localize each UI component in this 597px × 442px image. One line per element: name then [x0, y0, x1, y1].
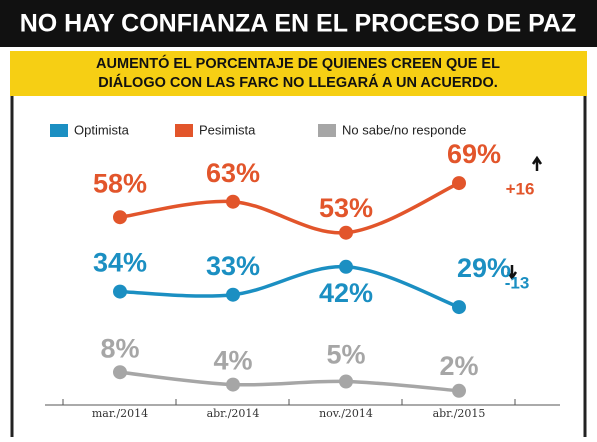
x-tick-label: abr./2014 [207, 407, 260, 420]
chart: NO HAY CONFIANZA EN EL PROCESO DE PAZ AU… [0, 0, 597, 437]
legend-swatch [175, 124, 193, 137]
line [120, 267, 459, 307]
value-label: 69% [447, 139, 501, 169]
up-arrow [533, 158, 541, 171]
chart-title: NO HAY CONFIANZA EN EL PROCESO DE PAZ [20, 10, 577, 38]
value-label: 58% [93, 168, 147, 198]
value-label: 2% [439, 351, 478, 381]
legend-swatch [50, 124, 68, 137]
subtitle: AUMENTÓ EL PORCENTAJE DE QUIENES CREEN Q… [96, 54, 500, 72]
value-label: 34% [93, 248, 147, 278]
marker [452, 300, 466, 314]
marker [452, 384, 466, 398]
legend-label: No sabe/no responde [342, 122, 466, 137]
value-label: 4% [213, 346, 252, 376]
marker [452, 176, 466, 190]
x-tick-label: nov./2014 [319, 407, 373, 420]
change-label: +16 [506, 179, 535, 198]
change-label: -13 [505, 273, 530, 292]
marker [226, 378, 240, 392]
marker [339, 260, 353, 274]
value-label: 29% [457, 253, 511, 283]
marker [226, 288, 240, 302]
x-tick-label: abr./2015 [433, 407, 486, 420]
value-label: 53% [319, 193, 373, 223]
line [120, 183, 459, 233]
value-label: 42% [319, 278, 373, 308]
marker [339, 226, 353, 240]
subtitle: DIÁLOGO CON LAS FARC NO LLEGARÁ A UN ACU… [98, 74, 498, 91]
marker [339, 375, 353, 389]
legend-label: Optimista [74, 122, 130, 137]
marker [113, 365, 127, 379]
marker [226, 195, 240, 209]
value-label: 33% [206, 251, 260, 281]
value-label: 5% [326, 340, 365, 370]
value-label: 8% [100, 333, 139, 363]
line [120, 372, 459, 391]
legend-label: Pesimista [199, 122, 256, 137]
x-tick-label: mar./2014 [92, 407, 148, 420]
marker [113, 285, 127, 299]
marker [113, 210, 127, 224]
value-label: 63% [206, 158, 260, 188]
legend-swatch [318, 124, 336, 137]
